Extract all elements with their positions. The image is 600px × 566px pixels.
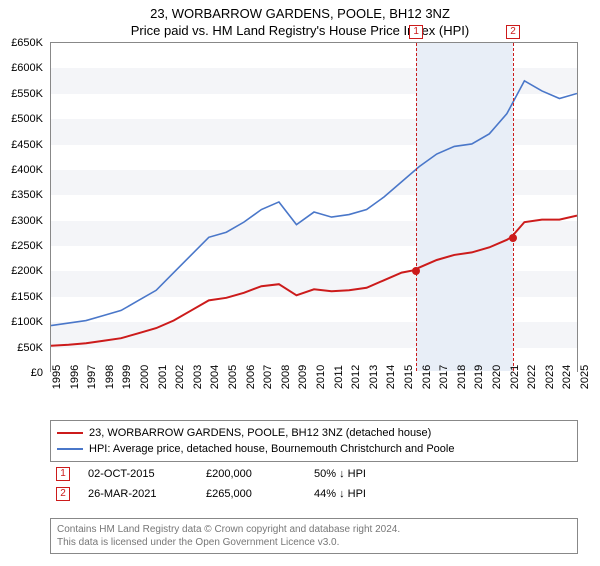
y-tick-label: £450K bbox=[11, 139, 43, 151]
sale-date: 02-OCT-2015 bbox=[88, 468, 188, 480]
y-tick-label: £0 bbox=[31, 367, 43, 379]
x-tick-label: 2018 bbox=[456, 365, 468, 389]
x-tick-label: 1995 bbox=[51, 365, 63, 389]
chart-lines bbox=[51, 43, 577, 371]
x-tick-label: 2008 bbox=[280, 365, 292, 389]
marker-dot bbox=[412, 267, 420, 275]
footer-line-2: This data is licensed under the Open Gov… bbox=[57, 536, 571, 549]
y-tick-label: £650K bbox=[11, 37, 43, 49]
sale-date: 26-MAR-2021 bbox=[88, 488, 188, 500]
x-tick-label: 2010 bbox=[315, 365, 327, 389]
x-tick-label: 2023 bbox=[544, 365, 556, 389]
chart-area: £0£50K£100K£150K£200K£250K£300K£350K£400… bbox=[50, 42, 578, 372]
footer-line-1: Contains HM Land Registry data © Crown c… bbox=[57, 523, 571, 536]
x-tick-label: 1999 bbox=[121, 365, 133, 389]
sales-table: 1 02-OCT-2015 £200,000 50% ↓ HPI 2 26-MAR-202… bbox=[50, 464, 578, 504]
x-tick-label: 2015 bbox=[403, 365, 415, 389]
legend-label: 23, WORBARROW GARDENS, POOLE, BH12 3NZ (… bbox=[89, 425, 431, 441]
x-tick-label: 2004 bbox=[209, 365, 221, 389]
x-tick-label: 2014 bbox=[385, 365, 397, 389]
sale-hpi-delta: 44% ↓ HPI bbox=[314, 488, 454, 500]
x-tick-label: 2001 bbox=[157, 365, 169, 389]
x-tick-label: 2021 bbox=[509, 365, 521, 389]
x-tick-label: 2013 bbox=[368, 365, 380, 389]
marker-dot bbox=[509, 234, 517, 242]
y-tick-label: £250K bbox=[11, 240, 43, 252]
page: 23, WORBARROW GARDENS, POOLE, BH12 3NZ P… bbox=[0, 6, 600, 566]
y-tick-label: £400K bbox=[11, 164, 43, 176]
y-tick-label: £500K bbox=[11, 113, 43, 125]
legend-swatch bbox=[57, 448, 83, 450]
x-tick-label: 2006 bbox=[245, 365, 257, 389]
sale-price: £200,000 bbox=[206, 468, 296, 480]
x-tick-label: 1998 bbox=[104, 365, 116, 389]
x-tick-label: 2019 bbox=[473, 365, 485, 389]
chart-title: 23, WORBARROW GARDENS, POOLE, BH12 3NZ bbox=[0, 6, 600, 21]
legend-label: HPI: Average price, detached house, Bour… bbox=[89, 441, 454, 457]
sale-row: 2 26-MAR-2021 £265,000 44% ↓ HPI bbox=[50, 484, 578, 504]
x-tick-label: 2002 bbox=[174, 365, 186, 389]
x-tick-label: 2016 bbox=[421, 365, 433, 389]
x-tick-label: 2022 bbox=[526, 365, 538, 389]
sale-marker-icon: 1 bbox=[56, 467, 70, 481]
legend-item: HPI: Average price, detached house, Bour… bbox=[57, 441, 571, 457]
x-tick-label: 2017 bbox=[438, 365, 450, 389]
sale-hpi-delta: 50% ↓ HPI bbox=[314, 468, 454, 480]
x-tick-label: 2009 bbox=[297, 365, 309, 389]
x-tick-label: 2024 bbox=[561, 365, 573, 389]
y-tick-label: £200K bbox=[11, 265, 43, 277]
legend-swatch bbox=[57, 432, 83, 434]
y-tick-label: £300K bbox=[11, 215, 43, 227]
x-tick-label: 2007 bbox=[262, 365, 274, 389]
x-tick-label: 1996 bbox=[69, 365, 81, 389]
marker-dashline bbox=[416, 43, 417, 371]
sale-price: £265,000 bbox=[206, 488, 296, 500]
x-tick-label: 2000 bbox=[139, 365, 151, 389]
x-tick-label: 2005 bbox=[227, 365, 239, 389]
sale-row: 1 02-OCT-2015 £200,000 50% ↓ HPI bbox=[50, 464, 578, 484]
marker-dashline bbox=[513, 43, 514, 371]
y-tick-label: £150K bbox=[11, 291, 43, 303]
y-tick-label: £350K bbox=[11, 189, 43, 201]
y-tick-label: £50K bbox=[17, 342, 43, 354]
y-tick-label: £550K bbox=[11, 88, 43, 100]
footer-attribution: Contains HM Land Registry data © Crown c… bbox=[50, 518, 578, 554]
marker-box: 2 bbox=[506, 25, 520, 39]
y-tick-label: £100K bbox=[11, 316, 43, 328]
sale-marker-icon: 2 bbox=[56, 487, 70, 501]
x-tick-label: 2020 bbox=[491, 365, 503, 389]
legend-item: 23, WORBARROW GARDENS, POOLE, BH12 3NZ (… bbox=[57, 425, 571, 441]
x-tick-label: 2025 bbox=[579, 365, 591, 389]
series-line bbox=[51, 216, 577, 346]
y-tick-label: £600K bbox=[11, 62, 43, 74]
x-tick-label: 2012 bbox=[350, 365, 362, 389]
x-tick-label: 2003 bbox=[192, 365, 204, 389]
x-tick-label: 1997 bbox=[86, 365, 98, 389]
x-tick-label: 2011 bbox=[333, 365, 345, 389]
legend: 23, WORBARROW GARDENS, POOLE, BH12 3NZ (… bbox=[50, 420, 578, 462]
marker-box: 1 bbox=[409, 25, 423, 39]
